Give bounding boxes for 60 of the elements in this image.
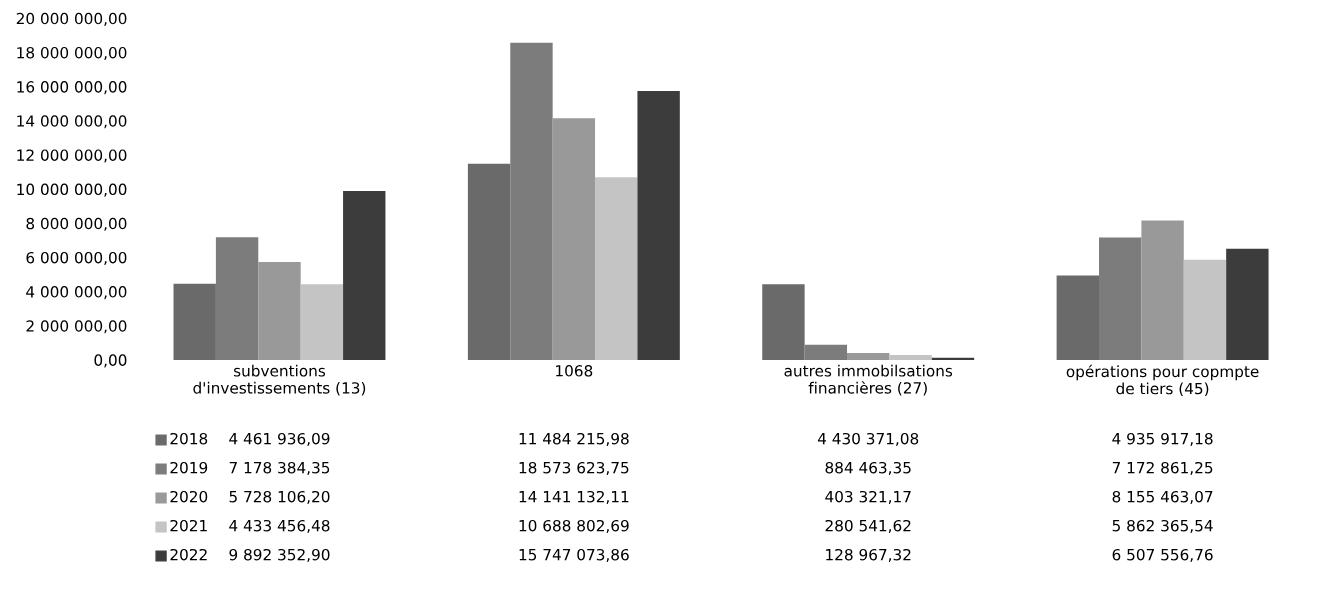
data-label: 5 728 106,20 [229,490,330,504]
data-label: 4 433 456,48 [229,519,330,533]
bar [595,177,638,360]
x-tick-label: opérations pour copmpte de tiers (45) [1066,364,1259,397]
legend-label: 2022 [170,548,207,561]
bar [1226,248,1269,360]
bar [510,42,553,360]
data-label: 128 967,32 [826,548,911,562]
legend-label: 2020 [170,490,208,503]
y-tick-label: 16 000 000,00 [17,81,127,95]
bar [804,344,848,360]
bar [1056,275,1099,360]
data-label: 5 862 365,54 [1112,519,1213,533]
data-label: 4 430 371,08 [817,432,919,446]
bar [637,90,680,360]
bar [173,283,216,360]
legend-label: 2021 [170,519,207,532]
data-label: 11 484 215,98 [519,432,629,446]
data-label: 9 892 352,90 [229,548,330,562]
bar [552,118,596,360]
data-label: 10 688 802,69 [519,519,629,533]
x-tick-label: subventions d'investissements (13) [193,364,366,396]
bar [931,357,975,360]
bar [343,190,386,360]
data-label: 280 541,62 [825,519,911,533]
bar [762,284,805,360]
bar [1183,259,1227,360]
data-label: 15 747 073,86 [519,548,629,562]
bar [889,355,932,360]
y-tick-label: 2 000 000,00 [26,320,127,334]
data-label: 7 172 861,25 [1112,461,1213,475]
x-tick-label: 1068 [556,365,593,377]
y-tick-label: 6 000 000,00 [26,251,127,265]
data-label: 4 935 917,18 [1112,432,1213,446]
data-label: 18 573 623,75 [519,461,629,475]
y-tick-label: 20 000 000,00 [16,12,127,26]
y-tick-label: 0,00 [94,354,127,368]
data-label: 6 507 556,76 [1112,548,1213,562]
bar [300,284,344,360]
bar [467,163,511,360]
y-tick-label: 10 000 000,00 [17,183,127,197]
data-label: 884 463,35 [825,461,911,475]
data-label: 14 141 132,11 [519,490,629,504]
bar [847,353,890,360]
bar [1141,220,1184,360]
bar [258,262,301,360]
x-tick-label: autres immobilsations financières (27) [784,364,953,396]
bar [215,237,259,360]
data-label: 7 178 384,35 [229,461,330,475]
data-label: 8 155 463,07 [1112,490,1213,504]
y-tick-label: 4 000 000,00 [26,286,127,300]
legend-label: 2019 [170,461,208,474]
data-label: 4 461 936,09 [229,432,330,446]
bar [1099,237,1142,360]
y-tick-label: 14 000 000,00 [17,115,127,129]
y-tick-label: 12 000 000,00 [17,149,127,163]
y-tick-label: 18 000 000,00 [17,46,127,61]
y-tick-label: 8 000 000,00 [26,217,127,231]
data-label: 403 321,17 [825,490,911,504]
legend-label: 2018 [170,432,208,445]
